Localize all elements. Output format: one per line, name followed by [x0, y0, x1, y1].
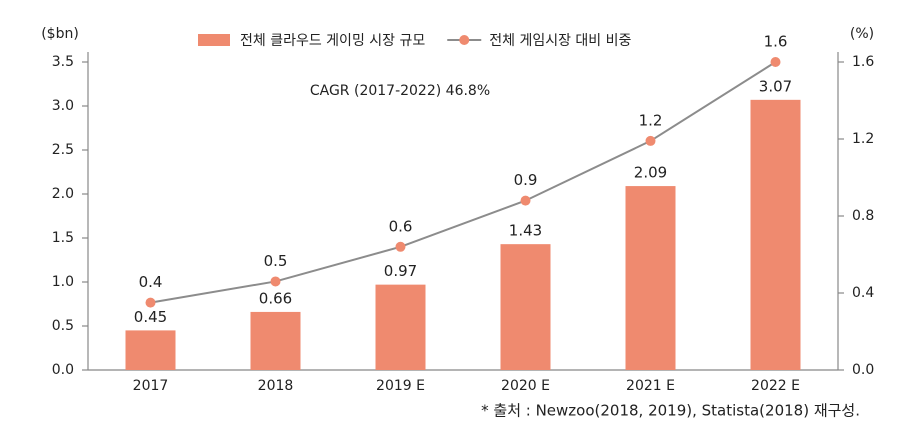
line-marker [645, 135, 656, 146]
y-tick-label: 0.0 [52, 362, 74, 378]
x-tick-label: 2020 E [501, 378, 550, 394]
y-tick-label: 1.0 [52, 274, 74, 290]
line-marker [395, 241, 406, 252]
line-marker [145, 297, 156, 308]
bar [750, 99, 801, 370]
source-note: * 출처 : Newzoo(2018, 2019), Statista(2018… [481, 402, 860, 420]
line-marker [520, 195, 531, 206]
line [150, 61, 777, 304]
bar-value-label: 2.09 [634, 164, 667, 182]
line-marker [770, 57, 781, 67]
y2-tick-label: 0.8 [852, 208, 874, 224]
bar [125, 330, 176, 370]
bar-value-label: 3.07 [759, 77, 792, 95]
y-tick-label: 3.0 [52, 98, 74, 114]
y-tick-label: 0.5 [52, 318, 74, 334]
bar [250, 311, 301, 370]
y2-axis-label: (%) [850, 26, 874, 42]
line-value-label: 1.2 [639, 111, 663, 129]
line-value-label: 0.4 [139, 273, 163, 291]
line-marker [270, 276, 281, 287]
y-tick-label: 3.5 [52, 54, 74, 70]
y-tick-label: 2.5 [52, 142, 74, 158]
x-tick-label: 2022 E [751, 378, 800, 394]
bar [375, 284, 426, 370]
line-value-label: 0.6 [389, 217, 413, 235]
y-tick-label: 1.5 [52, 230, 74, 246]
annotation: CAGR (2017-2022) 46.8% [310, 83, 490, 99]
legend-label: 전체 클라우드 게이밍 시장 규모 [240, 33, 425, 49]
y2-tick-label: 1.2 [852, 131, 874, 147]
y-tick-label: 2.0 [52, 186, 74, 202]
x-tick-label: 2018 [258, 378, 294, 394]
bar [500, 244, 551, 370]
line-value-label: 0.9 [514, 171, 538, 189]
legend-marker [459, 35, 470, 45]
line-value-label: 0.5 [264, 252, 288, 270]
x-tick-label: 2021 E [626, 378, 675, 394]
line-value-label: 1.6 [764, 33, 788, 51]
legend-label: 전체 게임시장 대비 비중 [489, 33, 631, 49]
bar-value-label: 0.97 [384, 262, 417, 280]
y-axis-label: ($bn) [41, 26, 79, 42]
y2-tick-label: 1.6 [852, 54, 874, 70]
y2-tick-label: 0.4 [852, 285, 874, 301]
bar-value-label: 1.43 [509, 222, 542, 240]
x-tick-label: 2017 [133, 378, 169, 394]
x-tick-label: 2019 E [376, 378, 425, 394]
legend-swatch [198, 34, 230, 46]
bar [625, 186, 676, 370]
y2-tick-label: 0.0 [852, 362, 874, 378]
bar-value-label: 0.66 [259, 289, 292, 307]
bar-value-label: 0.45 [134, 308, 167, 326]
